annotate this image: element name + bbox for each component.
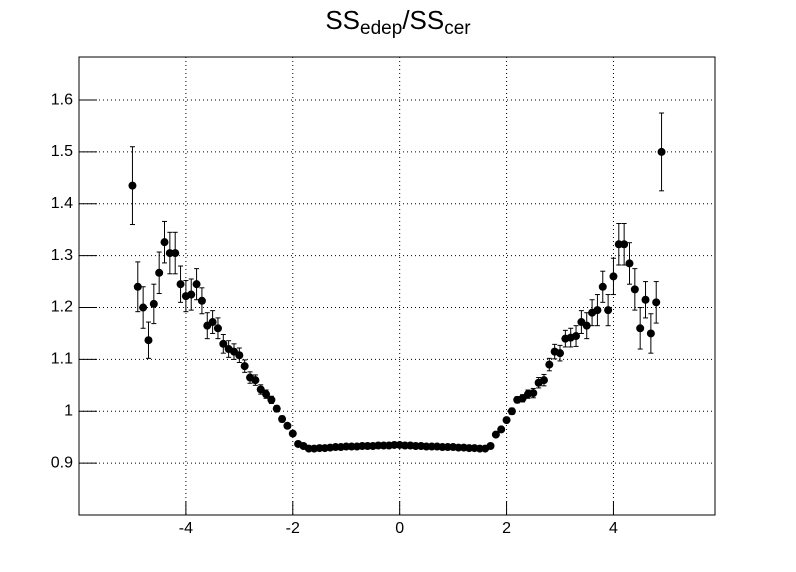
- data-point: [646, 329, 655, 338]
- data-point: [625, 259, 634, 268]
- data-point: [502, 416, 511, 425]
- data-point: [630, 285, 639, 294]
- data-point: [636, 324, 645, 333]
- data-point: [598, 282, 607, 291]
- chart-title: SSedep/SScer: [325, 5, 471, 39]
- data-point: [267, 395, 276, 404]
- data-point: [144, 336, 153, 345]
- data-point: [219, 339, 228, 348]
- data-point: [657, 147, 666, 156]
- y-tick-label: 1.1: [51, 351, 73, 368]
- data-point: [539, 376, 548, 385]
- data-point: [609, 272, 618, 281]
- x-tick-label: 4: [609, 520, 618, 537]
- data-point: [149, 299, 158, 308]
- y-tick-label: 1.4: [51, 195, 73, 212]
- data-point: [176, 280, 185, 289]
- x-tick-label: -4: [179, 520, 193, 537]
- data-point: [192, 280, 201, 289]
- title-subscript: edep: [360, 18, 402, 39]
- data-point: [128, 181, 137, 190]
- data-point: [497, 425, 506, 434]
- x-tick-label: -2: [286, 520, 300, 537]
- x-tick-label: 0: [395, 520, 404, 537]
- data-point: [240, 362, 249, 371]
- data-point: [620, 240, 629, 249]
- title-subscript: cer: [444, 18, 471, 39]
- data-point: [278, 415, 287, 424]
- data-point: [262, 390, 271, 399]
- data-point: [582, 321, 591, 330]
- y-tick-label: 1.2: [51, 299, 73, 316]
- data-point: [213, 324, 222, 333]
- data-point: [208, 318, 217, 327]
- data-point: [187, 290, 196, 299]
- data-point: [133, 282, 142, 291]
- data-point: [155, 268, 164, 277]
- x-tick-label: 2: [502, 520, 511, 537]
- y-tick-label: 0.9: [51, 454, 73, 471]
- data-point: [160, 238, 169, 247]
- data-point: [139, 303, 148, 312]
- plot-frame: [78, 56, 716, 516]
- data-point: [288, 429, 297, 438]
- title-text: SS: [325, 5, 360, 35]
- data-point: [593, 306, 602, 315]
- data-point: [235, 351, 244, 360]
- data-point: [652, 298, 661, 307]
- data-point: [507, 407, 516, 416]
- data-point: [641, 295, 650, 304]
- y-tick-label: 1: [64, 402, 73, 419]
- y-tick-label: 1.5: [51, 143, 73, 160]
- data-point: [491, 430, 500, 439]
- data-point: [283, 421, 292, 430]
- y-tick-label: 1.6: [51, 91, 73, 108]
- data-point: [256, 385, 265, 394]
- data-point: [171, 249, 180, 258]
- data-point: [556, 349, 565, 358]
- title-text: /SS: [402, 5, 444, 35]
- data-point: [251, 376, 260, 385]
- y-tick-label: 1.3: [51, 247, 73, 264]
- data-point: [545, 360, 554, 369]
- data-point: [604, 306, 613, 315]
- data-point: [572, 332, 581, 341]
- data-point: [272, 404, 281, 413]
- data-point: [197, 296, 206, 305]
- data-point: [529, 389, 538, 398]
- data-point: [486, 442, 495, 451]
